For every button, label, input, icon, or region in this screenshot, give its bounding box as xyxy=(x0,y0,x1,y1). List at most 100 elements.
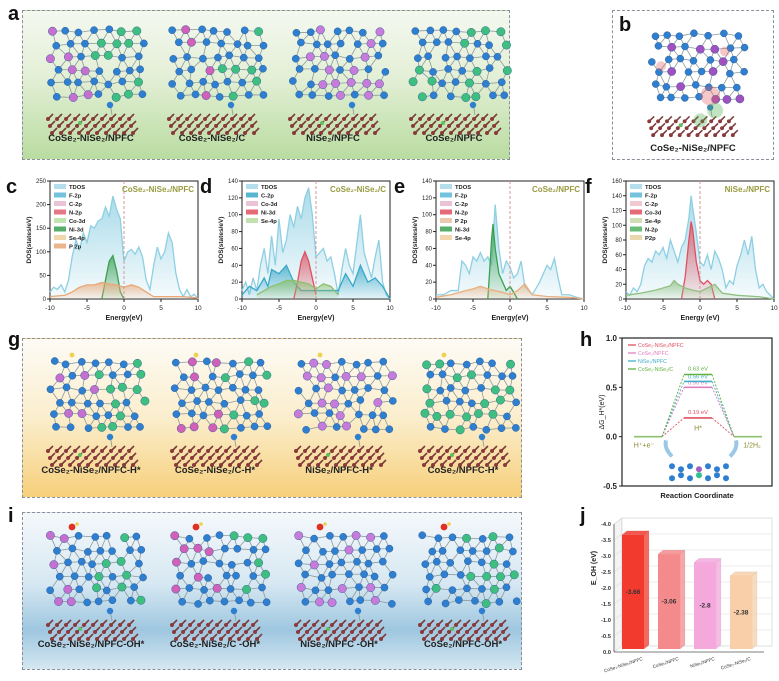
crystal-structure xyxy=(45,25,148,116)
oxygen-atom xyxy=(316,523,324,531)
carbon-atom xyxy=(730,133,735,138)
se-atom xyxy=(118,77,127,86)
x-axis-label: Energy(eV) xyxy=(298,315,335,322)
se-atom xyxy=(345,55,354,63)
carbon-atom xyxy=(102,456,106,460)
x-axis-label: Reaction Coordinate xyxy=(660,491,733,500)
carbon-atom xyxy=(206,623,210,627)
structure-label: CoSe₂-NiSe₂/NPFC-H* xyxy=(41,465,141,476)
carbon-substrate xyxy=(170,619,263,641)
carbon-atom xyxy=(122,463,126,467)
se-atom xyxy=(233,40,242,48)
carbon-atom xyxy=(337,131,341,135)
plot-frame xyxy=(621,337,773,487)
carbon-atom xyxy=(343,637,347,641)
carbon-atom xyxy=(352,463,356,467)
se-atom xyxy=(690,29,698,37)
y-tick-label: 0 xyxy=(43,297,47,303)
carbon-atom xyxy=(46,623,50,627)
carbon-atom xyxy=(224,623,228,627)
y-tick-label: 60 xyxy=(425,246,432,252)
metal-atom xyxy=(488,532,498,542)
legend-entry: F-2p xyxy=(645,194,658,200)
carbon-atom xyxy=(199,630,203,634)
se-atom xyxy=(441,599,450,608)
se-atom xyxy=(263,422,272,431)
y-axis-label: DOS(states/eV) xyxy=(218,217,225,264)
se-atom xyxy=(64,558,72,567)
se-atom xyxy=(140,39,148,48)
metal-atom xyxy=(106,384,115,394)
structure-model xyxy=(46,352,150,467)
x-tick-label: 0 xyxy=(314,305,318,312)
se-atom xyxy=(312,384,320,393)
x-tick-label: 10 xyxy=(580,305,588,312)
carbon-atom xyxy=(109,449,113,453)
x-tick-label: -10 xyxy=(431,305,441,312)
se-atom xyxy=(178,597,186,606)
legend-swatch xyxy=(54,235,66,240)
carbon-atom xyxy=(95,637,99,641)
carbon-atom xyxy=(420,124,424,128)
se-atom xyxy=(378,557,387,566)
se-atom xyxy=(331,51,340,60)
carbon-atom xyxy=(251,449,255,453)
carbon-atom xyxy=(73,449,77,453)
crystal-structure xyxy=(46,352,150,448)
atom xyxy=(705,463,711,470)
y-axis-label: DOS(states/eV) xyxy=(602,217,609,264)
carbon-atom xyxy=(57,630,61,634)
se-atom xyxy=(478,535,487,543)
se-atom xyxy=(74,532,83,540)
carbon-atom xyxy=(465,630,469,634)
carbon-atom xyxy=(677,133,682,138)
carbon-atom xyxy=(315,117,319,121)
se-atom xyxy=(733,83,741,92)
structure-label: CoSe₂/NPFC xyxy=(425,133,483,144)
se-atom xyxy=(306,28,315,37)
se-atom xyxy=(509,547,517,556)
carbon-atom xyxy=(210,637,214,641)
se-atom xyxy=(360,570,368,579)
metal-atom xyxy=(342,421,351,431)
structure-model xyxy=(45,25,148,135)
metal-atom xyxy=(455,425,465,435)
x-tick-label: -5 xyxy=(84,305,90,312)
se-atom xyxy=(172,410,181,418)
metal-atom xyxy=(331,79,340,88)
se-atom xyxy=(345,570,353,578)
metal-atom xyxy=(502,66,512,76)
legend-swatch xyxy=(440,209,452,215)
metal-atom xyxy=(708,67,718,76)
carbon-atom xyxy=(463,117,467,121)
se-atom xyxy=(191,90,200,99)
metal-atom xyxy=(335,411,345,421)
se-atom xyxy=(373,372,382,380)
carbon-atom xyxy=(178,124,182,128)
se-atom xyxy=(104,80,113,89)
bridge-atom xyxy=(478,433,486,441)
se-atom xyxy=(220,597,229,606)
carbon-atom xyxy=(330,449,334,453)
carbon-atom xyxy=(481,449,485,453)
se-atom xyxy=(512,597,521,606)
metal-atom xyxy=(124,38,134,48)
se-atom xyxy=(730,55,738,64)
se-atom xyxy=(254,386,263,394)
se-atom xyxy=(134,52,143,61)
dopant-atom xyxy=(320,121,324,125)
se-atom xyxy=(261,545,270,554)
metal-atom xyxy=(490,385,500,395)
grid-line xyxy=(613,533,623,541)
metal-atom xyxy=(676,82,685,91)
se-atom xyxy=(176,571,184,580)
y-tick-label: -2.5 xyxy=(601,570,612,576)
x-tick-label: -10 xyxy=(45,305,55,312)
bar xyxy=(730,575,752,649)
carbon-atom xyxy=(328,131,332,135)
y-tick-label: 160 xyxy=(612,179,623,185)
carbon-atom xyxy=(48,630,52,634)
se-atom xyxy=(244,91,253,99)
y-tick-label: -3.0 xyxy=(601,554,611,560)
legend-swatch xyxy=(630,235,642,240)
